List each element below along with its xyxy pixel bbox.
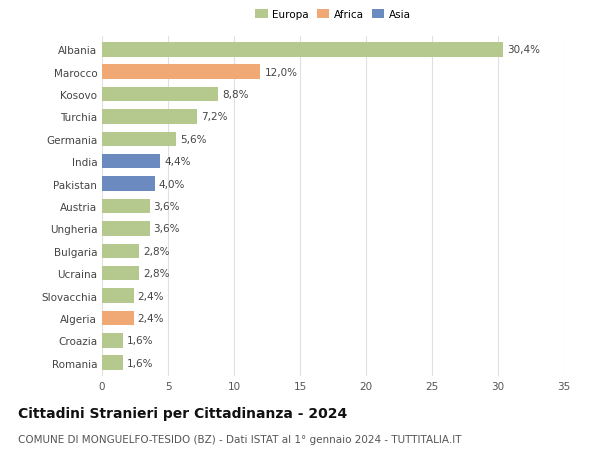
Text: Cittadini Stranieri per Cittadinanza - 2024: Cittadini Stranieri per Cittadinanza - 2… <box>18 406 347 420</box>
Bar <box>102 155 160 169</box>
Text: COMUNE DI MONGUELFO-TESIDO (BZ) - Dati ISTAT al 1° gennaio 2024 - TUTTITALIA.IT: COMUNE DI MONGUELFO-TESIDO (BZ) - Dati I… <box>18 434 461 444</box>
Text: 2,8%: 2,8% <box>143 269 169 279</box>
Bar <box>102 356 123 370</box>
Text: 4,0%: 4,0% <box>159 179 185 189</box>
Text: 7,2%: 7,2% <box>201 112 227 122</box>
Text: 1,6%: 1,6% <box>127 358 154 368</box>
Bar <box>102 222 149 236</box>
Text: 4,4%: 4,4% <box>164 157 191 167</box>
Text: 2,4%: 2,4% <box>137 291 164 301</box>
Bar <box>102 88 218 102</box>
Bar <box>102 289 134 303</box>
Bar <box>102 266 139 281</box>
Bar <box>102 333 123 348</box>
Text: 1,6%: 1,6% <box>127 336 154 346</box>
Bar <box>102 311 134 325</box>
Bar <box>102 244 139 258</box>
Bar <box>102 110 197 124</box>
Bar <box>102 43 503 57</box>
Legend: Europa, Africa, Asia: Europa, Africa, Asia <box>253 8 413 22</box>
Text: 2,4%: 2,4% <box>137 313 164 323</box>
Text: 8,8%: 8,8% <box>222 90 248 100</box>
Bar <box>102 177 155 191</box>
Text: 3,6%: 3,6% <box>154 224 180 234</box>
Bar <box>102 199 149 214</box>
Bar <box>102 65 260 80</box>
Bar <box>102 132 176 147</box>
Text: 12,0%: 12,0% <box>265 67 298 78</box>
Text: 3,6%: 3,6% <box>154 202 180 212</box>
Text: 2,8%: 2,8% <box>143 246 169 256</box>
Text: 30,4%: 30,4% <box>507 45 540 55</box>
Text: 5,6%: 5,6% <box>180 134 206 145</box>
